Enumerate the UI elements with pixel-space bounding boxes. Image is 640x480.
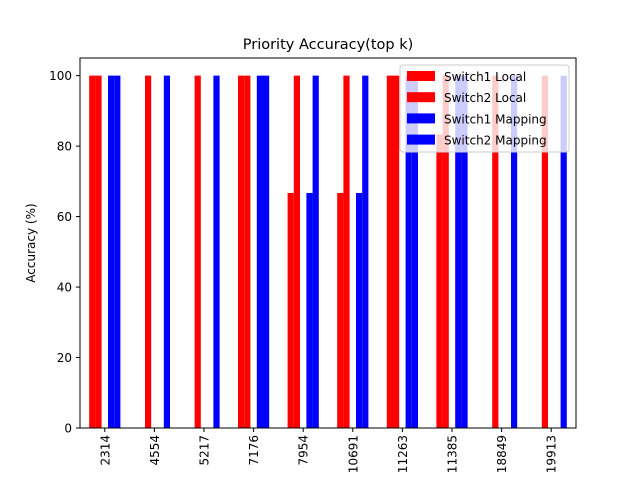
y-tick-label: 60 — [57, 210, 72, 224]
y-tick-label: 40 — [57, 281, 72, 295]
bar-switch2-mapping-7954 — [312, 75, 319, 429]
x-axis: 2314 4554 5217 7176 7954 10691 11263 11385 18849… — [98, 428, 559, 473]
bar-switch2-mapping-2314 — [114, 75, 121, 429]
x-tick-label: 4554 — [148, 435, 162, 466]
bar-switch2-mapping-11385 — [461, 75, 468, 429]
bar-switch1-local-10691 — [337, 192, 344, 428]
bar-switch2-local-19913 — [541, 75, 548, 429]
bar-switch2-local-4554 — [145, 75, 152, 429]
bar-switch1-mapping-11385 — [455, 75, 462, 429]
bar-switch1-mapping-2314 — [108, 75, 115, 429]
y-tick-label: 100 — [49, 69, 72, 83]
x-tick-label: 2314 — [98, 435, 112, 466]
bar-switch2-mapping-7176 — [263, 75, 270, 429]
legend-label-switch2-mapping: Switch2 Mapping — [444, 134, 547, 148]
bar-switch2-local-2314 — [95, 75, 102, 429]
bar-switch1-local-11385 — [436, 134, 443, 428]
x-tick-label: 19913 — [545, 435, 559, 473]
x-tick-label: 5217 — [198, 435, 212, 466]
legend-swatch-switch2-local — [407, 92, 435, 103]
bar-switch1-local-2314 — [89, 75, 96, 429]
bar-switch1-local-11263 — [386, 75, 393, 429]
x-tick-label: 11385 — [446, 435, 460, 473]
legend-label-switch2-local: Switch2 Local — [444, 91, 526, 105]
legend-swatch-switch1-mapping — [407, 113, 435, 124]
bar-switch2-local-10691 — [343, 75, 350, 429]
bar-switch1-mapping-10691 — [356, 192, 363, 428]
legend: Switch1 Local Switch2 Local Switch1 Mappin… — [399, 64, 570, 153]
y-tick-label: 0 — [64, 422, 72, 436]
chart-title: Priority Accuracy(top k) — [243, 37, 414, 53]
bar-switch2-mapping-11263 — [411, 75, 418, 429]
bar-switch2-local-11263 — [393, 75, 400, 429]
bar-switch2-local-11385 — [442, 75, 449, 429]
bar-switch2-mapping-4554 — [163, 75, 170, 429]
legend-swatch-switch1-local — [407, 71, 435, 81]
legend-box — [399, 64, 570, 153]
bar-switch2-mapping-19913 — [560, 75, 567, 429]
bar-switch1-local-7176 — [238, 75, 245, 429]
bar-switch1-mapping-11263 — [405, 75, 412, 429]
bar-switch1-mapping-7176 — [256, 75, 263, 429]
y-tick-label: 20 — [57, 351, 72, 365]
x-tick-label: 7176 — [247, 435, 261, 466]
legend-label-switch1-mapping: Switch1 Mapping — [444, 112, 547, 126]
bar-switch1-local-7954 — [287, 192, 294, 428]
y-axis-title: Accuracy (%) — [24, 203, 38, 282]
bar-switch2-local-5217 — [194, 75, 201, 429]
y-tick-label: 80 — [57, 140, 72, 154]
bar-switch2-mapping-18849 — [511, 75, 518, 429]
x-tick-label: 7954 — [297, 435, 311, 466]
legend-label-switch1-local: Switch1 Local — [444, 70, 526, 84]
x-tick-label: 11263 — [396, 435, 410, 473]
bar-switch2-mapping-10691 — [362, 75, 369, 429]
x-tick-label: 18849 — [495, 435, 509, 473]
bar-switch2-local-18849 — [492, 75, 499, 429]
y-axis: 0 20 40 60 80 100 — [49, 69, 80, 436]
bar-switch2-local-7176 — [244, 75, 251, 429]
bar-switch2-mapping-5217 — [213, 75, 220, 429]
bar-switch2-local-7954 — [293, 75, 300, 429]
x-tick-label: 10691 — [346, 435, 360, 473]
legend-swatch-switch2-mapping — [407, 134, 435, 145]
plot-frame — [79, 57, 577, 429]
bar-switch1-mapping-7954 — [306, 192, 313, 428]
bars-group — [89, 75, 567, 429]
